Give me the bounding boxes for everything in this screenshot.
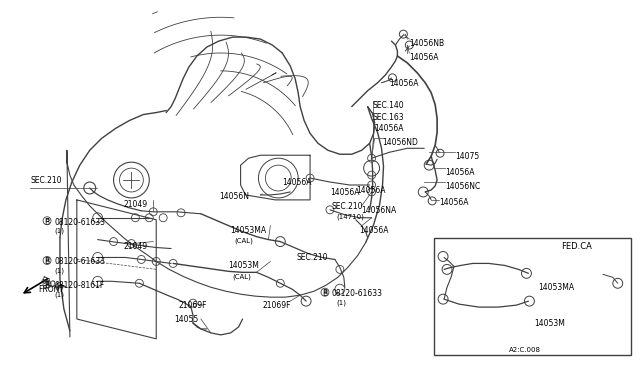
- Text: 14053M: 14053M: [534, 319, 565, 328]
- Text: (1): (1): [54, 228, 64, 234]
- Text: 14056A: 14056A: [360, 226, 389, 235]
- Text: 14056ND: 14056ND: [383, 138, 419, 147]
- Text: (1): (1): [336, 299, 346, 306]
- Text: 14075: 14075: [455, 152, 479, 161]
- Text: 14056A: 14056A: [330, 188, 360, 197]
- Text: 14055: 14055: [174, 315, 198, 324]
- Text: (1): (1): [54, 267, 64, 274]
- Text: 14056NA: 14056NA: [362, 206, 397, 215]
- Text: 08120-61633: 08120-61633: [54, 257, 105, 266]
- Text: 14056A: 14056A: [282, 178, 312, 187]
- Text: 14056A: 14056A: [374, 125, 404, 134]
- Text: B: B: [45, 258, 49, 263]
- Text: 14056A: 14056A: [410, 53, 439, 62]
- Text: 21049: 21049: [124, 200, 148, 209]
- Text: SEC.210: SEC.210: [332, 202, 364, 211]
- Text: (CAL): (CAL): [235, 238, 253, 244]
- Text: B: B: [45, 282, 49, 287]
- Text: B: B: [44, 218, 49, 227]
- Text: 14056A: 14056A: [445, 168, 474, 177]
- Text: B: B: [45, 218, 49, 223]
- Text: FED.CA: FED.CA: [561, 241, 592, 251]
- Bar: [434, 238, 630, 355]
- Text: (CAL): (CAL): [233, 273, 252, 280]
- Text: 14053MA: 14053MA: [230, 226, 267, 235]
- Text: 08120-8161F: 08120-8161F: [54, 281, 104, 290]
- Text: 14056NC: 14056NC: [445, 182, 480, 191]
- Text: B: B: [44, 281, 49, 290]
- Text: SEC.163: SEC.163: [372, 113, 404, 122]
- Text: 08120-61633: 08120-61633: [54, 218, 105, 227]
- Text: (14710): (14710): [336, 214, 364, 220]
- Text: 08120-61633: 08120-61633: [332, 289, 383, 298]
- Text: SEC.210: SEC.210: [30, 176, 61, 185]
- Text: B: B: [323, 290, 327, 295]
- Text: A2:C.008: A2:C.008: [509, 347, 541, 353]
- Text: 14053MA: 14053MA: [538, 283, 575, 292]
- Text: 21069F: 21069F: [178, 301, 207, 310]
- Text: 14056A: 14056A: [439, 198, 468, 207]
- Text: B: B: [322, 289, 327, 298]
- Text: 14056A: 14056A: [356, 186, 385, 195]
- Text: 21049: 21049: [124, 241, 148, 251]
- Text: SEC.210: SEC.210: [296, 253, 328, 263]
- Text: FRONT: FRONT: [38, 285, 64, 294]
- Text: B: B: [44, 257, 49, 266]
- Text: 14056A: 14056A: [390, 79, 419, 88]
- Text: SEC.140: SEC.140: [372, 101, 404, 110]
- Text: 21069F: 21069F: [262, 301, 291, 310]
- Text: (1): (1): [54, 291, 64, 298]
- Text: 14056N: 14056N: [219, 192, 249, 201]
- Text: FRONT: FRONT: [38, 276, 65, 295]
- Text: 14053M: 14053M: [228, 262, 260, 270]
- Text: 14056NB: 14056NB: [410, 39, 444, 48]
